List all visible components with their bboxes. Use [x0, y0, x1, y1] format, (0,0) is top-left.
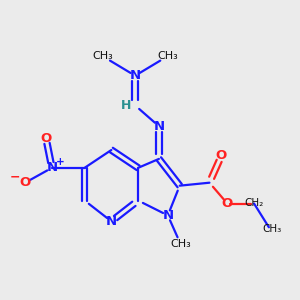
Text: N: N	[162, 209, 173, 222]
Text: N: N	[130, 69, 141, 82]
Text: +: +	[56, 158, 64, 167]
Text: CH₃: CH₃	[262, 224, 281, 234]
Text: O: O	[222, 197, 233, 210]
Text: N: N	[153, 120, 164, 133]
Text: CH₃: CH₃	[92, 51, 113, 62]
Text: −: −	[10, 171, 20, 184]
Text: O: O	[216, 149, 227, 162]
Text: CH₃: CH₃	[171, 238, 192, 249]
Text: CH₃: CH₃	[158, 51, 178, 62]
Text: CH₂: CH₂	[244, 199, 264, 208]
Text: N: N	[46, 161, 58, 174]
Text: O: O	[20, 176, 31, 189]
Text: O: O	[40, 132, 52, 145]
Text: H: H	[120, 99, 131, 112]
Text: N: N	[106, 215, 117, 228]
